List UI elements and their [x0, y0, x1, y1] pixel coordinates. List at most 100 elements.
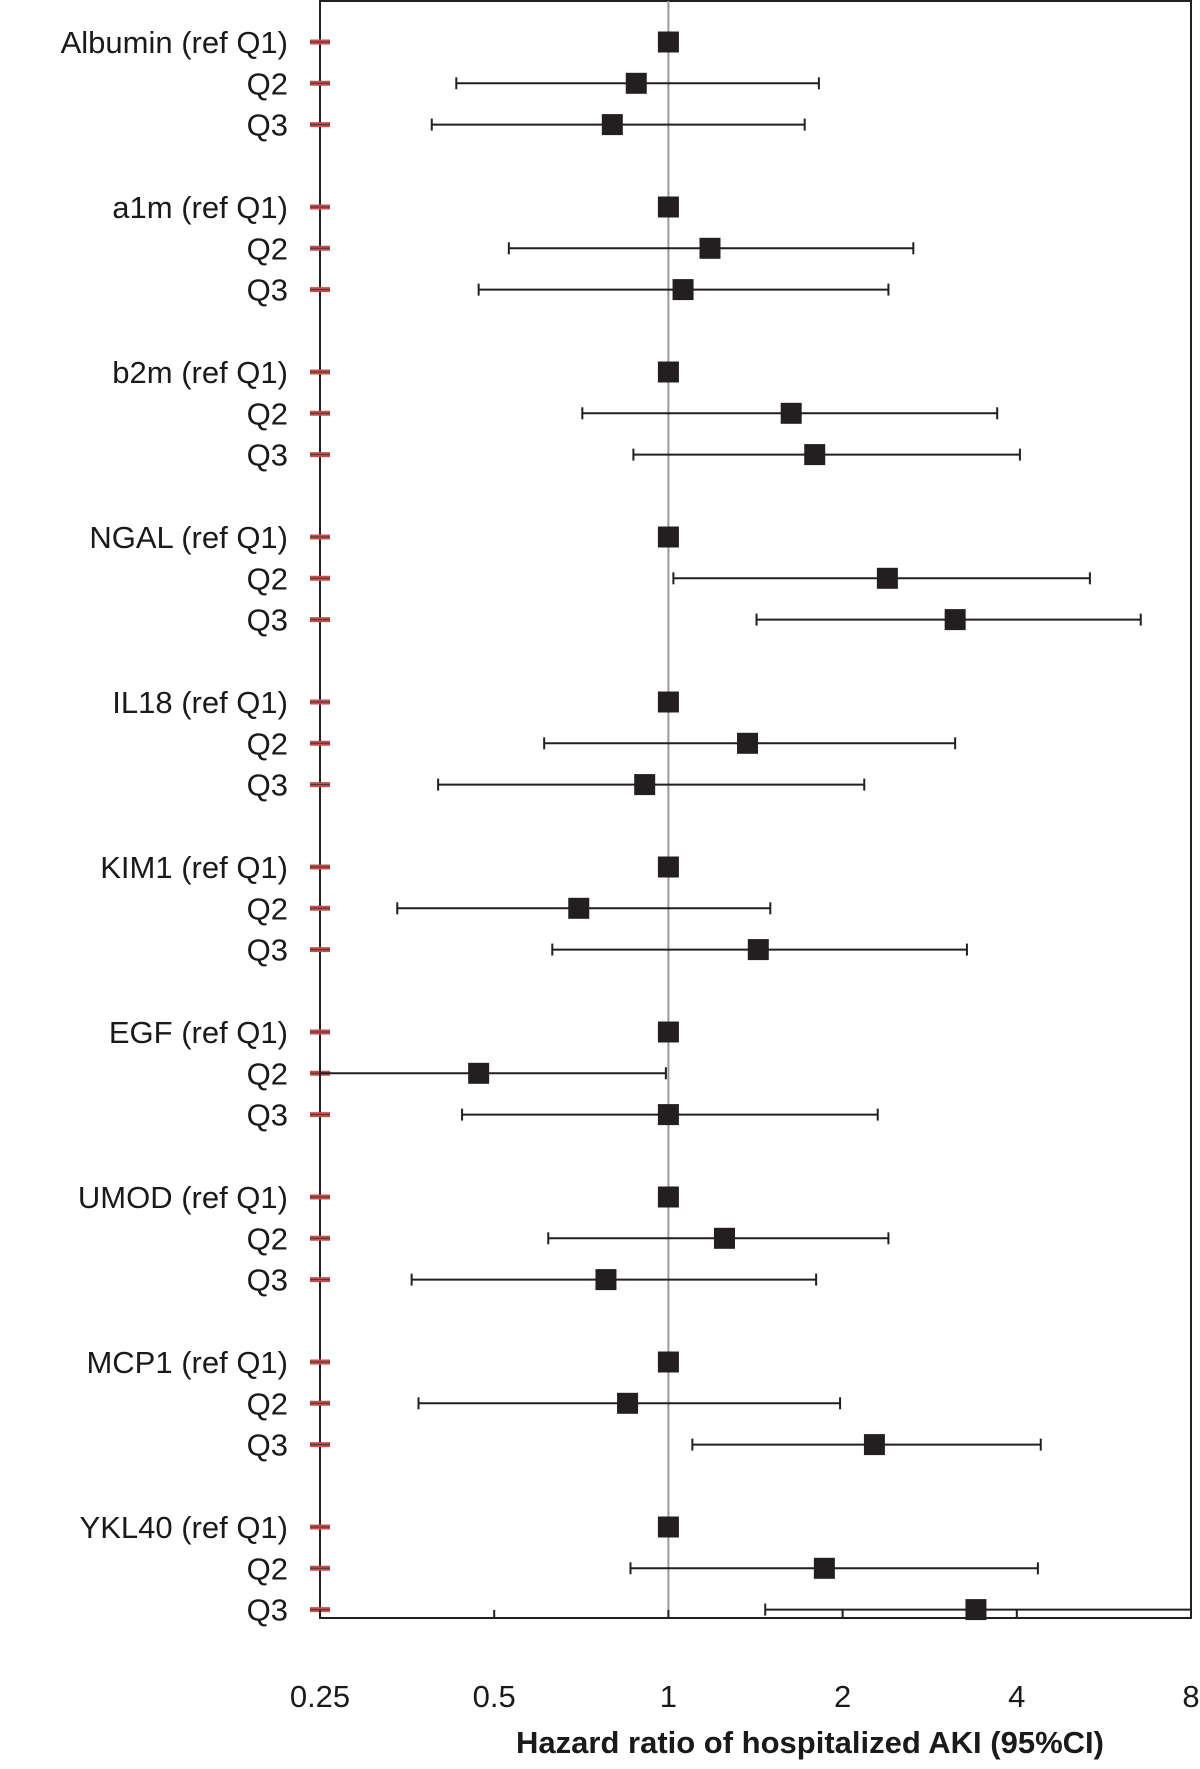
- row-label: MCP1 (ref Q1): [86, 1345, 288, 1380]
- row-label: Q2: [247, 1221, 288, 1256]
- forest-row: Q2: [247, 1056, 667, 1091]
- row-label: NGAL (ref Q1): [89, 520, 288, 555]
- forest-row: IL18 (ref Q1): [112, 685, 679, 720]
- hr-marker: [595, 1269, 617, 1291]
- hr-marker: [601, 114, 623, 136]
- row-label: b2m (ref Q1): [112, 355, 288, 390]
- forest-row: Q3: [247, 1098, 879, 1133]
- forest-row: Q2: [247, 1551, 1039, 1586]
- hr-marker: [747, 939, 769, 961]
- forest-row: Albumin (ref Q1): [61, 25, 679, 60]
- forest-row: Q2: [247, 231, 915, 266]
- row-label: UMOD (ref Q1): [78, 1180, 288, 1215]
- row-label: Q2: [247, 231, 288, 266]
- forest-row: Q2: [247, 66, 820, 101]
- forest-row: Q3: [247, 438, 1021, 473]
- forest-row: Q2: [247, 561, 1091, 596]
- x-tick-label: 8: [1182, 1679, 1199, 1714]
- forest-row: a1m (ref Q1): [112, 190, 679, 225]
- row-label: Q3: [247, 1593, 288, 1628]
- forest-row: Q3: [247, 273, 890, 308]
- row-label: Q3: [247, 1263, 288, 1298]
- forest-row: UMOD (ref Q1): [78, 1180, 679, 1215]
- hr-marker: [657, 691, 679, 713]
- row-label: Q3: [247, 108, 288, 143]
- hr-marker: [657, 1351, 679, 1373]
- hr-marker: [657, 526, 679, 548]
- forest-row: Q2: [247, 726, 957, 761]
- hr-marker: [657, 196, 679, 218]
- row-label: Q3: [247, 273, 288, 308]
- x-tick-label: 0.5: [473, 1679, 516, 1714]
- hr-marker: [965, 1599, 987, 1621]
- forest-row: Q3: [247, 768, 866, 803]
- row-label: Q2: [247, 726, 288, 761]
- forest-row: Q2: [247, 1386, 842, 1421]
- row-label: Q3: [247, 603, 288, 638]
- forest-row: EGF (ref Q1): [109, 1015, 679, 1050]
- forest-row: b2m (ref Q1): [112, 355, 679, 390]
- row-label: Q2: [247, 1551, 288, 1586]
- row-label: EGF (ref Q1): [109, 1015, 288, 1050]
- plot-frame: [319, 0, 1192, 1619]
- hr-marker: [813, 1557, 835, 1579]
- hr-marker: [657, 31, 679, 53]
- forest-row: MCP1 (ref Q1): [86, 1345, 679, 1380]
- hr-marker: [944, 609, 966, 631]
- x-tick-label: 0.25: [290, 1679, 350, 1714]
- hr-marker: [713, 1227, 735, 1249]
- x-tick-label: 1: [660, 1679, 677, 1714]
- hr-marker: [625, 72, 647, 94]
- row-label: KIM1 (ref Q1): [100, 850, 288, 885]
- row-label: Q2: [247, 66, 288, 101]
- hr-marker: [657, 856, 679, 878]
- row-label: Q3: [247, 768, 288, 803]
- hr-marker: [634, 774, 656, 796]
- hr-marker: [657, 1021, 679, 1043]
- x-axis-title: Hazard ratio of hospitalized AKI (95%CI): [516, 1725, 1104, 1760]
- row-label: a1m (ref Q1): [112, 190, 288, 225]
- hr-marker: [617, 1392, 639, 1414]
- hr-marker: [672, 279, 694, 301]
- forest-row: Q3: [247, 108, 806, 143]
- row-label: Q3: [247, 933, 288, 968]
- forest-row: KIM1 (ref Q1): [100, 850, 679, 885]
- x-tick-label: 2: [834, 1679, 851, 1714]
- forest-row: Q2: [247, 1221, 890, 1256]
- hr-marker: [468, 1062, 490, 1084]
- hr-marker: [657, 361, 679, 383]
- hr-marker: [657, 1104, 679, 1126]
- forest-row: YKL40 (ref Q1): [80, 1510, 679, 1545]
- forest-row: Q3: [247, 1428, 1042, 1463]
- hr-marker: [737, 732, 759, 754]
- hr-marker: [804, 444, 826, 466]
- row-label: Q3: [247, 1098, 288, 1133]
- row-label: Q2: [247, 561, 288, 596]
- x-tick-label: 4: [1008, 1679, 1025, 1714]
- forest-row: Q3: [247, 1593, 1192, 1628]
- row-label: Albumin (ref Q1): [61, 25, 288, 60]
- hr-marker: [657, 1186, 679, 1208]
- forest-row: Q3: [247, 1263, 818, 1298]
- forest-row: NGAL (ref Q1): [89, 520, 679, 555]
- row-label: Q2: [247, 891, 288, 926]
- forest-row: Q2: [247, 891, 772, 926]
- row-label: Q2: [247, 1386, 288, 1421]
- row-label: YKL40 (ref Q1): [80, 1510, 288, 1545]
- row-label: Q2: [247, 396, 288, 431]
- hr-marker: [780, 402, 802, 424]
- row-label: Q2: [247, 1056, 288, 1091]
- hr-marker: [657, 1516, 679, 1538]
- forest-row: Q3: [247, 933, 968, 968]
- row-label: Q3: [247, 1428, 288, 1463]
- row-label: Q3: [247, 438, 288, 473]
- forest-row: Q3: [247, 603, 1142, 638]
- hr-marker: [876, 567, 898, 589]
- hr-marker: [863, 1434, 885, 1456]
- forest-row: Q2: [247, 396, 999, 431]
- row-label: IL18 (ref Q1): [112, 685, 288, 720]
- hr-marker: [699, 237, 721, 259]
- hr-marker: [568, 897, 590, 919]
